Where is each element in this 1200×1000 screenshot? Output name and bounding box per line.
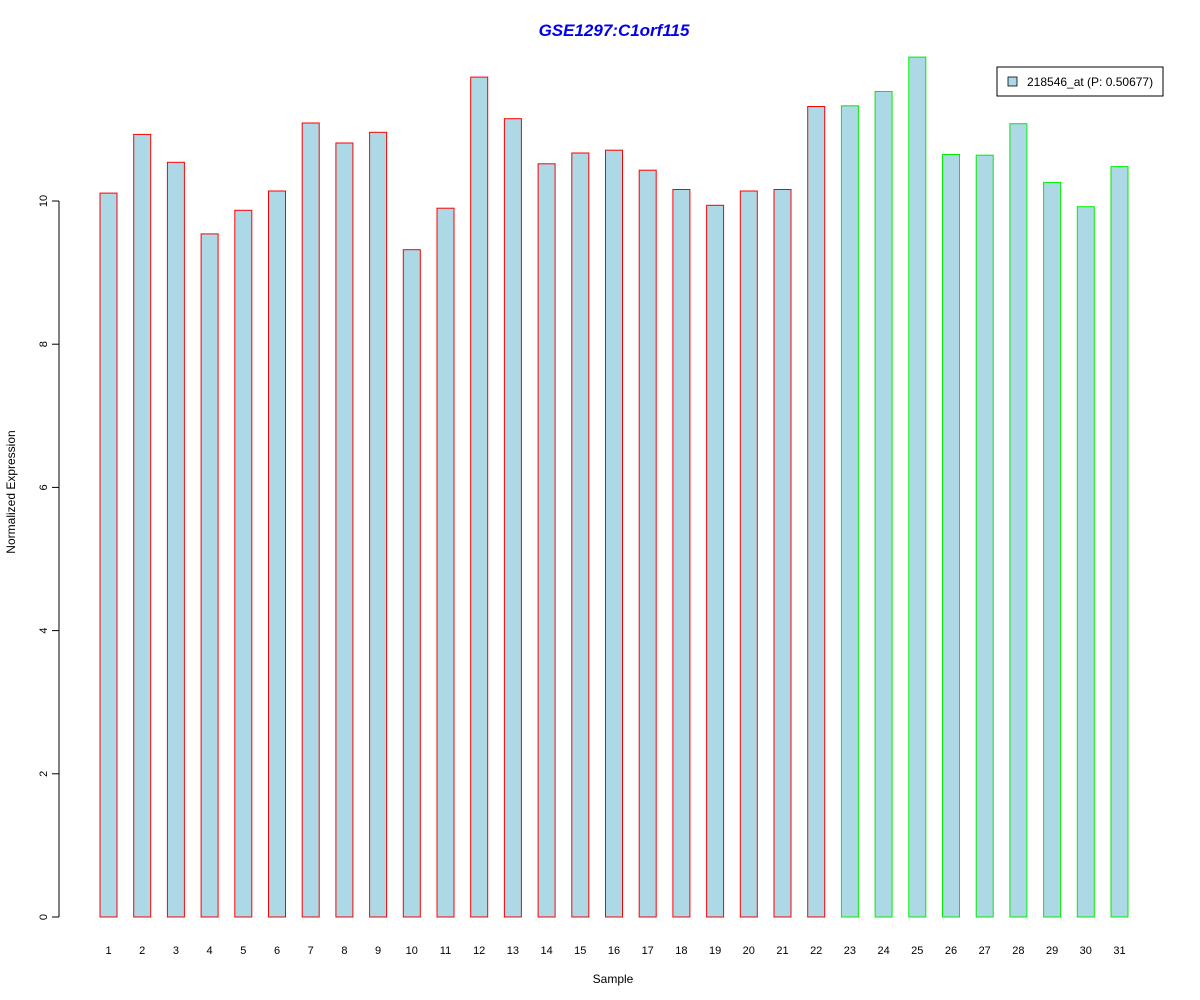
y-tick-label: 0: [38, 914, 50, 920]
x-tick-label: 31: [1113, 945, 1125, 957]
x-tick-label: 21: [776, 945, 788, 957]
bar-sample-4: [200, 233, 219, 918]
bar-sample-14: [537, 163, 556, 918]
x-tick-label: 17: [642, 945, 654, 957]
legend-label: 218546_at (P: 0.50677): [1027, 75, 1153, 89]
x-tick-label: 27: [979, 945, 991, 957]
x-tick-label: 14: [540, 945, 552, 957]
x-tick-label: 30: [1080, 945, 1092, 957]
bar-sample-11: [436, 207, 455, 918]
x-tick-label: 20: [743, 945, 755, 957]
x-tick-label: 2: [139, 945, 145, 957]
x-tick-label: 3: [173, 945, 179, 957]
bar-sample-5: [234, 209, 253, 918]
bar-sample-8: [335, 142, 354, 918]
x-tick-label: 10: [406, 945, 418, 957]
x-tick-label: 25: [911, 945, 923, 957]
y-tick-label: 8: [38, 341, 50, 347]
legend-swatch: [1007, 76, 1018, 87]
x-tick-label: 16: [608, 945, 620, 957]
x-tick-label: 23: [844, 945, 856, 957]
legend: 218546_at (P: 0.50677): [996, 66, 1164, 97]
bar-sample-10: [402, 249, 421, 918]
bar-sample-21: [773, 189, 792, 918]
x-tick-label: 19: [709, 945, 721, 957]
bar-sample-15: [571, 152, 590, 918]
bar-sample-1: [99, 192, 118, 918]
x-tick-label: 7: [308, 945, 314, 957]
x-tick-label: 13: [507, 945, 519, 957]
bar-sample-26: [942, 154, 960, 918]
x-tick-label: 12: [473, 945, 485, 957]
bar-sample-12: [470, 76, 489, 918]
y-tick-label: 6: [38, 484, 50, 490]
bar-sample-25: [908, 56, 927, 918]
bars: [99, 56, 1129, 918]
bar-sample-24: [874, 91, 893, 918]
bar-sample-13: [503, 118, 522, 918]
bar-sample-29: [1043, 181, 1062, 918]
x-tick-label: 28: [1012, 945, 1024, 957]
bar-sample-27: [975, 154, 994, 918]
chart-title: GSE1297:C1orf115: [539, 21, 690, 40]
bar-sample-7: [301, 122, 320, 918]
y-axis-label: Normalized Expression: [4, 430, 18, 553]
bar-sample-20: [739, 190, 758, 918]
bar-sample-19: [706, 204, 725, 918]
bar-sample-28: [1009, 123, 1028, 918]
bar-sample-9: [369, 131, 388, 918]
x-tick-label: 4: [207, 945, 213, 957]
bar-sample-3: [166, 161, 185, 918]
x-tick-label: 18: [675, 945, 687, 957]
y-tick-label: 2: [38, 771, 50, 777]
bar-sample-23: [840, 105, 859, 918]
x-tick-label: 15: [574, 945, 586, 957]
x-tick-label: 26: [945, 945, 957, 957]
x-tick-label: 9: [375, 945, 381, 957]
x-tick-label: 24: [877, 945, 889, 957]
x-tick-label: 11: [440, 945, 451, 957]
x-tick-label: 8: [341, 945, 347, 957]
bar-sample-30: [1076, 206, 1095, 918]
bar-sample-2: [133, 133, 152, 918]
bar-sample-16: [605, 149, 623, 918]
y-tick-label: 4: [38, 628, 50, 634]
y-tick-label: 10: [38, 195, 50, 207]
x-tick-label: 22: [810, 945, 822, 957]
x-tick-label: 5: [240, 945, 246, 957]
x-tick-label: 29: [1046, 945, 1058, 957]
legend-box: [996, 66, 1164, 97]
y-axis: 0 2 4 6 8 10: [38, 195, 60, 920]
bar-sample-31: [1110, 166, 1129, 918]
x-tick-labels: 1 2 3 4 5 6 7 8 9 10 11 12 13 14 15 16 17 18 19 20 21 22 23 24 2…: [105, 945, 1125, 957]
bar-sample-22: [807, 106, 826, 918]
bar-sample-18: [672, 189, 691, 918]
x-tick-label: 1: [105, 945, 111, 957]
bar-sample-6: [268, 190, 286, 918]
x-axis-label: Sample: [593, 972, 634, 986]
bar-sample-17: [638, 169, 657, 918]
x-tick-label: 6: [274, 945, 280, 957]
